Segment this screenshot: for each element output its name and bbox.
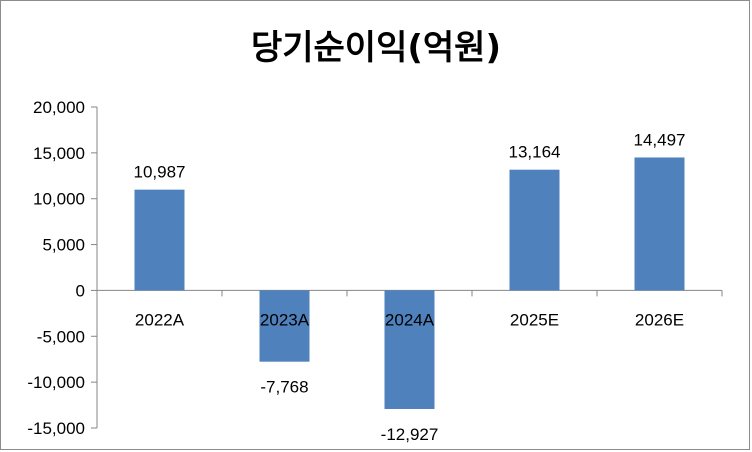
y-tick-label: -5,000 bbox=[37, 327, 85, 346]
axes: 20,000 15,000 10,000 5,000 0 -5,000 -10,000 -15… bbox=[27, 98, 723, 438]
data-label: 13,164 bbox=[509, 143, 561, 162]
data-label: -7,768 bbox=[260, 378, 308, 397]
data-label: -12,927 bbox=[381, 425, 439, 444]
x-tick-label: 2023A bbox=[260, 310, 310, 329]
x-tick-label: 2022A bbox=[135, 310, 185, 329]
x-tick-label: 2026E bbox=[635, 310, 684, 329]
labels: 2022A 10,987 2023A -7,768 2024A -12,927 2025E 1… bbox=[134, 130, 686, 444]
bar-2024A bbox=[384, 290, 435, 409]
y-tick-label: 15,000 bbox=[33, 144, 85, 163]
y-tick-label: -10,000 bbox=[27, 373, 85, 392]
bar-2023A bbox=[259, 290, 310, 362]
bar-2022A bbox=[134, 189, 185, 291]
y-tick-label: 5,000 bbox=[42, 236, 85, 255]
x-tick-label: 2025E bbox=[510, 310, 559, 329]
data-label: 10,987 bbox=[134, 163, 186, 182]
bar-2025E bbox=[509, 169, 560, 291]
data-label: 14,497 bbox=[634, 130, 686, 149]
bar-2026E bbox=[634, 157, 685, 291]
bars bbox=[134, 157, 685, 409]
y-tick-label: 10,000 bbox=[33, 190, 85, 209]
y-tick-label: 0 bbox=[76, 281, 85, 300]
chart-title: 당기순이익(억원) bbox=[250, 28, 502, 68]
y-tick-label: -15,000 bbox=[27, 419, 85, 438]
y-tick-label: 20,000 bbox=[33, 98, 85, 117]
x-tick-label: 2024A bbox=[385, 310, 435, 329]
